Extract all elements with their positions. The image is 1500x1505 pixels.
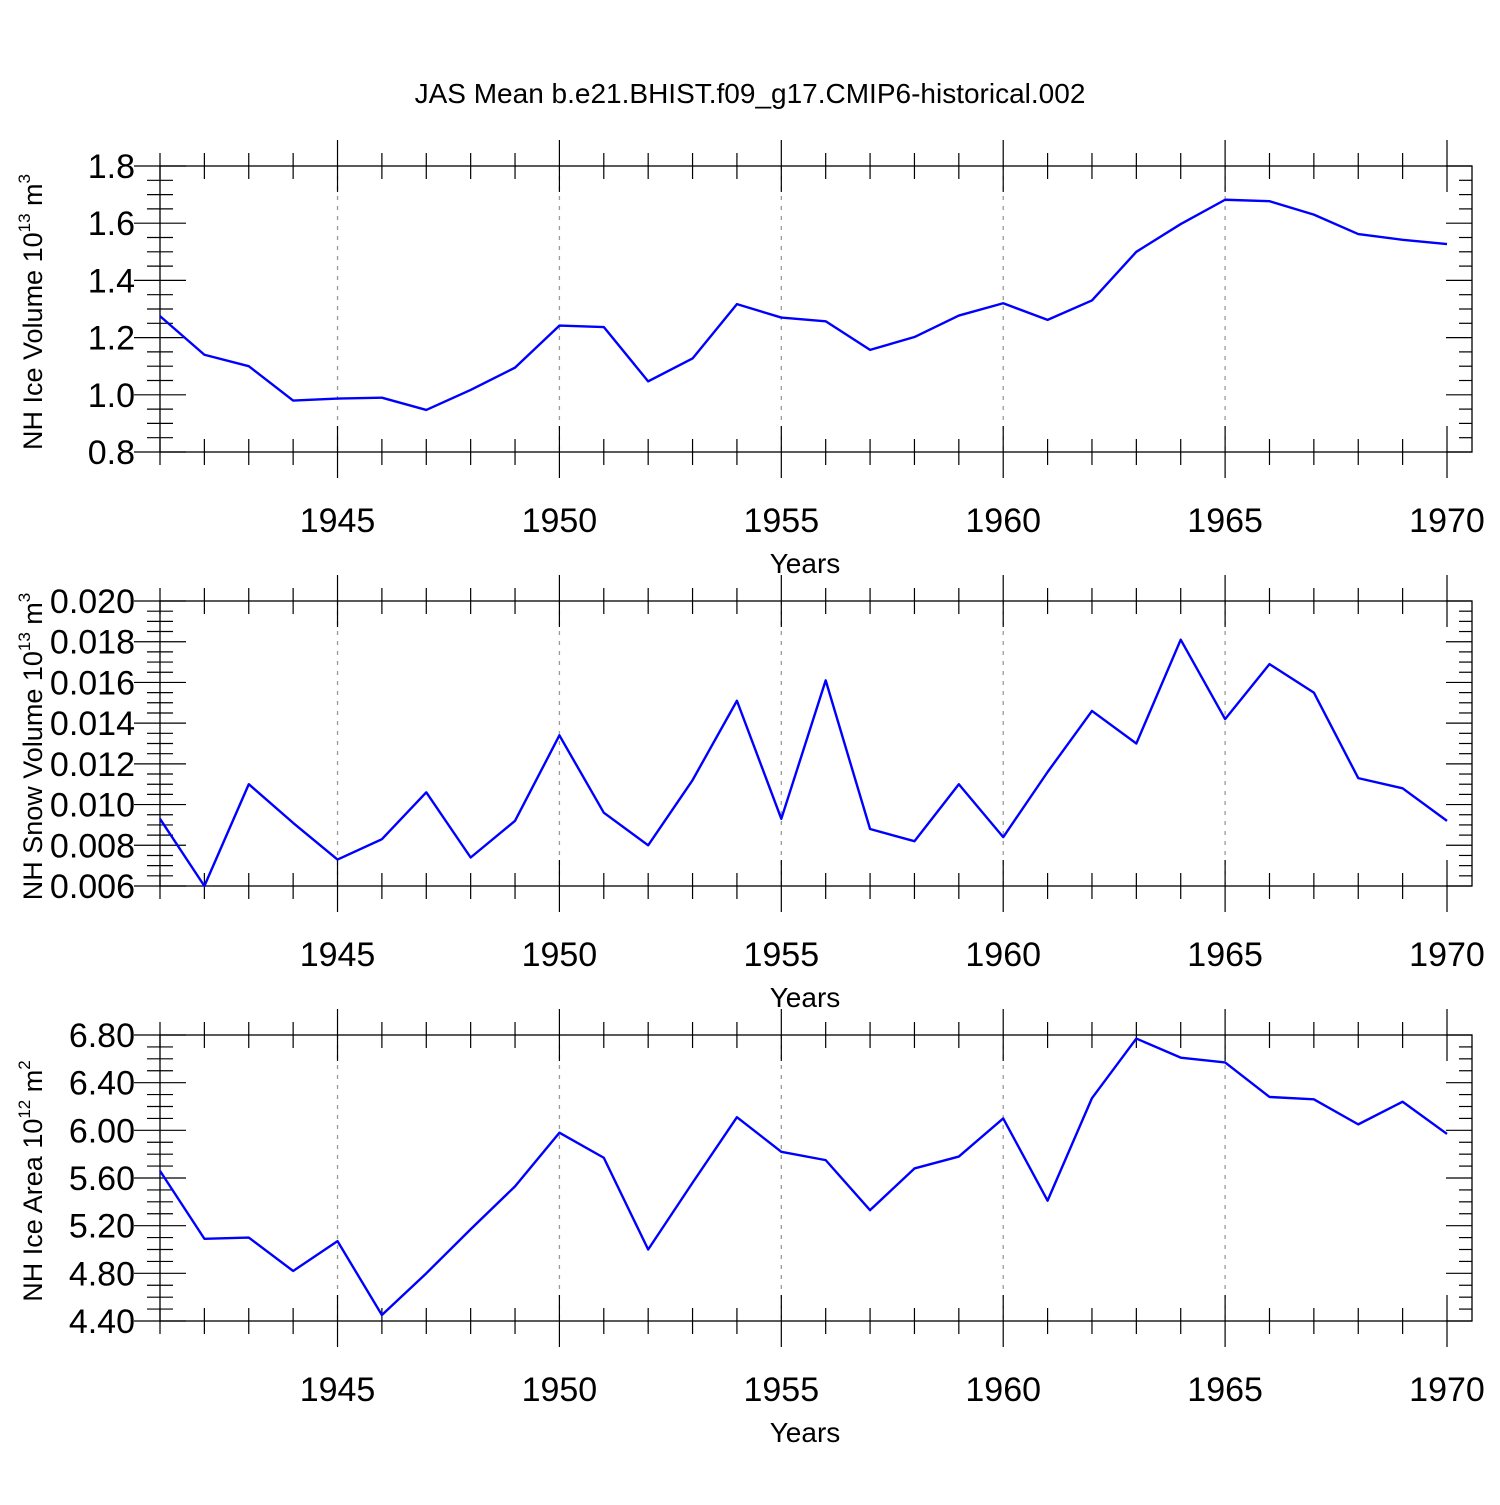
- snow-volume-ytick-label: 0.006: [50, 868, 135, 906]
- ice-area-ytick-label: 6.00: [69, 1112, 135, 1150]
- snow-volume-ytick-label: 0.016: [50, 664, 135, 702]
- ice-volume-ytick-label: 1.0: [88, 377, 135, 415]
- ice-volume-xtick-label: 1955: [743, 502, 819, 540]
- ice-area-frame: [160, 1035, 1472, 1321]
- ice-volume-ytick-label: 0.8: [88, 434, 135, 472]
- ice-volume-ylabel-ylabel-unit-sup: 3: [15, 174, 34, 183]
- snow-volume-ylabel-ylabel-sup: 13: [15, 632, 34, 651]
- ice-volume-xtick-label: 1945: [300, 502, 376, 540]
- ice-area-xtick-label: 1965: [1187, 1371, 1263, 1409]
- ice-area-ytick-label: 5.60: [69, 1160, 135, 1198]
- ice-volume-series-line: [160, 200, 1447, 410]
- ice-area-xtick-label: 1970: [1409, 1371, 1485, 1409]
- ice-volume-frame: [160, 166, 1472, 452]
- ice-area-ytick-label: 6.40: [69, 1065, 135, 1103]
- snow-volume-ylabel-ylabel-unit-sup: 3: [15, 593, 34, 602]
- ice-volume-panel: 1945 1950 1955 1960 1965 1970 0.8 1.0 1.2 1.4 1.6 1…: [15, 140, 1485, 579]
- ice-volume-xlabel: Years: [770, 548, 841, 579]
- snow-volume-ylabel-ylabel-unit: m: [18, 602, 48, 632]
- ice-volume-ytick-label: 1.8: [88, 148, 135, 186]
- snow-volume-xtick-label: 1945: [300, 936, 376, 974]
- snow-volume-xlabel: Years: [770, 982, 841, 1013]
- ice-area-ylabel-ylabel: NH Ice Area 10: [18, 1119, 48, 1302]
- ice-area-xtick-label: 1955: [743, 1371, 819, 1409]
- ice-area-xtick-label: 1950: [522, 1371, 598, 1409]
- snow-volume-xtick-label: 1960: [965, 936, 1041, 974]
- ice-volume-xtick-label: 1965: [1187, 502, 1263, 540]
- ice-volume-ylabel: NH Ice Volume 1013 m3: [15, 174, 48, 450]
- ice-volume-ylabel-ylabel-sup: 13: [15, 213, 34, 232]
- snow-volume-ylabel: NH Snow Volume 1013 m3: [15, 593, 48, 901]
- ice-area-ytick-label: 4.80: [69, 1255, 135, 1293]
- ice-area-xtick-label: 1945: [300, 1371, 376, 1409]
- ice-area-xlabel: Years: [770, 1417, 841, 1448]
- chart-title: JAS Mean b.e21.BHIST.f09_g17.CMIP6-histo…: [415, 78, 1086, 109]
- ice-volume-ytick-label: 1.6: [88, 205, 135, 243]
- snow-volume-xtick-label: 1950: [522, 936, 598, 974]
- snow-volume-xtick-label: 1955: [743, 936, 819, 974]
- snow-volume-ylabel-ylabel: NH Snow Volume 10: [18, 651, 48, 900]
- ice-volume-ylabel-ylabel-unit: m: [18, 183, 48, 213]
- snow-volume-ytick-label: 0.014: [50, 705, 135, 743]
- ice-volume-ytick-label: 1.4: [88, 262, 135, 300]
- ice-area-ytick-label: 4.40: [69, 1303, 135, 1341]
- ice-volume-xtick-label: 1970: [1409, 502, 1485, 540]
- snow-volume-ytick-label: 0.012: [50, 746, 135, 784]
- snow-volume-xtick-label: 1970: [1409, 936, 1485, 974]
- ice-volume-ytick-label: 1.2: [88, 320, 135, 358]
- snow-volume-series-line: [160, 640, 1447, 886]
- snow-volume-xtick-label: 1965: [1187, 936, 1263, 974]
- snow-volume-ytick-label: 0.008: [50, 827, 135, 865]
- ice-area-ytick-label: 5.20: [69, 1208, 135, 1246]
- snow-volume-ytick-label: 0.018: [50, 624, 135, 662]
- ice-area-series-line: [160, 1039, 1447, 1315]
- ice-volume-ylabel-ylabel: NH Ice Volume 10: [18, 232, 48, 450]
- ice-area-ylabel-ylabel-sup: 12: [15, 1100, 34, 1119]
- ice-area-ylabel-ylabel-unit: m: [18, 1070, 48, 1100]
- ice-volume-xtick-label: 1960: [965, 502, 1041, 540]
- ice-area-ylabel: NH Ice Area 1012 m2: [15, 1060, 48, 1301]
- ice-area-ylabel-ylabel-unit-sup: 2: [15, 1060, 34, 1069]
- ice-area-xtick-label: 1960: [965, 1371, 1041, 1409]
- snow-volume-ytick-label: 0.010: [50, 787, 135, 825]
- ice-area-panel: 1945 1950 1955 1960 1965 1970 4.40 4.80 5.20 5.60…: [15, 1009, 1485, 1448]
- snow-volume-frame: [160, 601, 1472, 886]
- ice-volume-xtick-label: 1950: [522, 502, 598, 540]
- snow-volume-ytick-label: 0.020: [50, 583, 135, 621]
- ice-area-ytick-label: 6.80: [69, 1017, 135, 1055]
